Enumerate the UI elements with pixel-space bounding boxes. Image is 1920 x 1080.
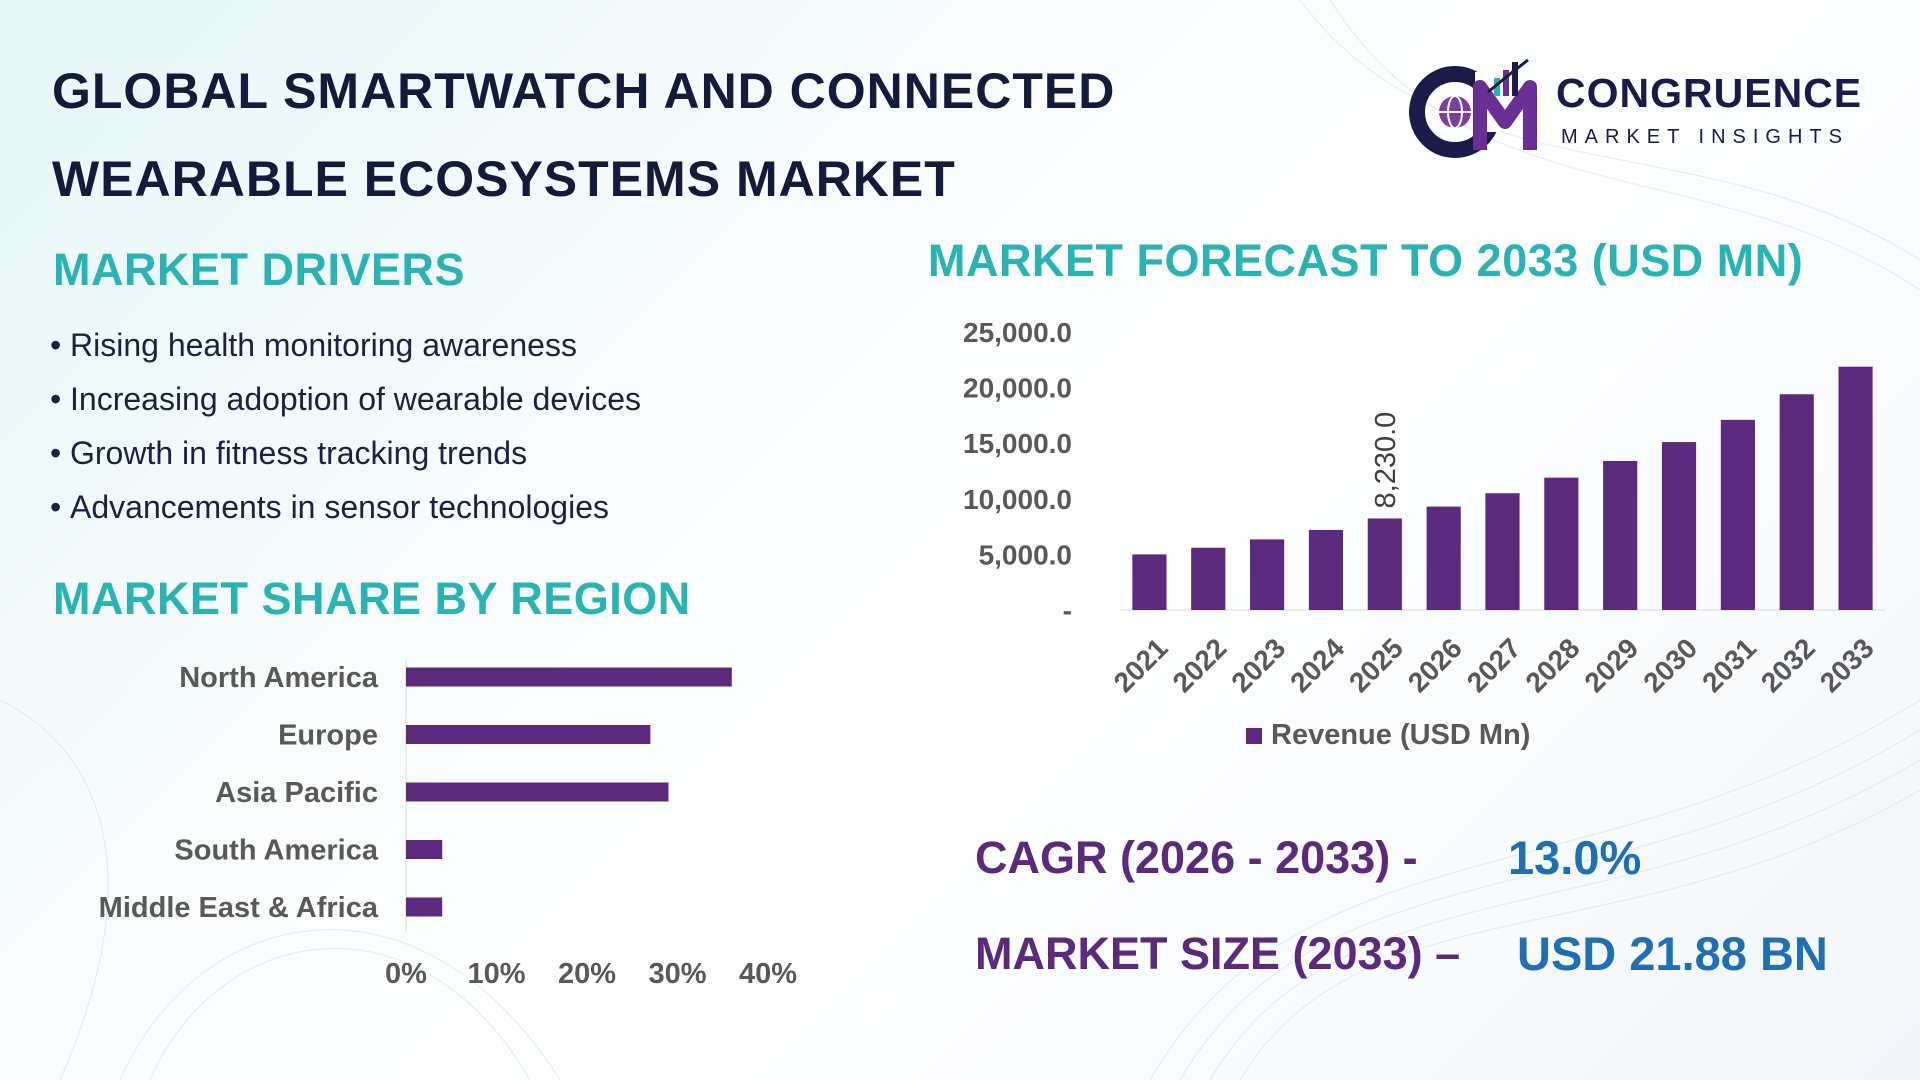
region-bar <box>406 667 732 687</box>
forecast-data-label: 8,230.0 <box>1370 412 1402 509</box>
driver-item: • Advancements in sensor technologies <box>50 480 641 534</box>
region-x-tick: 0% <box>385 958 427 990</box>
forecast-bar <box>1544 477 1579 610</box>
driver-text: Increasing adoption of wearable devices <box>70 381 642 417</box>
region-x-tick: 10% <box>467 958 525 990</box>
legend-label: Revenue (USD Mn) <box>1271 719 1530 751</box>
cm-globe-chart-logo-icon <box>1409 58 1537 158</box>
drivers-list: • Rising health monitoring awareness • Inc… <box>50 318 641 534</box>
forecast-bar <box>1191 547 1226 610</box>
bullet-icon: • <box>50 381 62 417</box>
forecast-bar <box>1720 419 1755 610</box>
forecast-x-tick: 2028 <box>1520 632 1586 698</box>
market-size-label: MARKET SIZE (2033) – <box>975 928 1461 979</box>
forecast-x-tick: 2032 <box>1755 632 1821 698</box>
forecast-x-tick: 2026 <box>1402 632 1468 698</box>
forecast-x-tick: 2030 <box>1637 632 1703 698</box>
region-category-label: Asia Pacific <box>215 777 378 809</box>
region-category-label: North America <box>179 662 379 694</box>
region-category-label: Europe <box>278 720 378 752</box>
forecast-x-tick: 2021 <box>1108 632 1174 698</box>
region-bar <box>406 782 669 802</box>
logo-brand: CONGRUENCE <box>1556 70 1863 116</box>
region-x-tick: 30% <box>648 958 706 990</box>
forecast-bar <box>1308 529 1344 610</box>
title-line-2: WEARABLE ECOSYSTEMS MARKET <box>52 151 956 207</box>
driver-item: • Growth in fitness tracking trends <box>50 426 641 480</box>
forecast-bar <box>1838 366 1873 610</box>
forecast-bar <box>1661 442 1697 610</box>
forecast-bar <box>1779 394 1814 610</box>
bullet-icon: • <box>50 489 62 525</box>
region-bar <box>406 725 651 744</box>
forecast-y-tick: 15,000.0 <box>963 428 1072 459</box>
forecast-x-tick: 2029 <box>1578 632 1644 698</box>
cagr-value: 13.0% <box>1508 831 1642 884</box>
region-bar <box>406 897 443 917</box>
title-line-1: GLOBAL SMARTWATCH AND CONNECTED <box>52 63 1116 119</box>
forecast-x-tick: 2033 <box>1814 632 1880 698</box>
forecast-x-tick: 2023 <box>1225 632 1291 698</box>
cagr-label: CAGR (2026 - 2033) - <box>975 832 1418 883</box>
forecast-bar <box>1485 493 1520 610</box>
region-x-tick: 20% <box>558 958 616 990</box>
driver-text: Rising health monitoring awareness <box>70 327 577 363</box>
market-size-value: USD 21.88 BN <box>1517 927 1828 980</box>
forecast-y-tick: 25,000.0 <box>963 317 1072 348</box>
forecast-x-tick: 2031 <box>1696 632 1762 698</box>
region-bar <box>406 840 443 859</box>
forecast-y-tick: 5,000.0 <box>979 539 1072 570</box>
logo-tagline: MARKET INSIGHTS <box>1561 126 1849 148</box>
forecast-x-tick: 2022 <box>1167 632 1233 698</box>
region-category-label: South America <box>174 835 378 867</box>
region-bar-chart: North America Europe Asia Pacific South Ame… <box>99 660 797 990</box>
forecast-heading: MARKET FORECAST TO 2033 (USD MN) <box>928 235 1804 286</box>
forecast-bar <box>1603 460 1638 610</box>
legend-swatch <box>1246 728 1262 744</box>
forecast-bar-chart: - 5,000.0 10,000.0 15,000.0 20,000.0 25,000.0… <box>963 317 1885 751</box>
forecast-y-tick: 10,000.0 <box>963 484 1072 515</box>
forecast-bar <box>1132 554 1167 610</box>
driver-item: • Increasing adoption of wearable devices <box>50 372 641 426</box>
region-heading: MARKET SHARE BY REGION <box>53 573 691 624</box>
forecast-bar <box>1426 506 1461 610</box>
forecast-x-tick: 2024 <box>1284 632 1350 698</box>
forecast-x-tick: 2025 <box>1343 632 1409 698</box>
forecast-bar <box>1250 539 1285 610</box>
driver-text: Advancements in sensor technologies <box>70 489 609 525</box>
region-x-tick: 40% <box>739 958 797 990</box>
bullet-icon: • <box>50 327 62 363</box>
forecast-y-tick: - <box>1063 595 1072 626</box>
forecast-bar <box>1367 518 1402 610</box>
bullet-icon: • <box>50 435 62 471</box>
region-category-label: Middle East & Africa <box>99 892 379 924</box>
driver-text: Growth in fitness tracking trends <box>70 435 528 471</box>
driver-item: • Rising health monitoring awareness <box>50 318 641 372</box>
forecast-y-tick: 20,000.0 <box>963 373 1072 404</box>
forecast-x-tick: 2027 <box>1461 632 1527 698</box>
drivers-heading: MARKET DRIVERS <box>53 244 466 295</box>
